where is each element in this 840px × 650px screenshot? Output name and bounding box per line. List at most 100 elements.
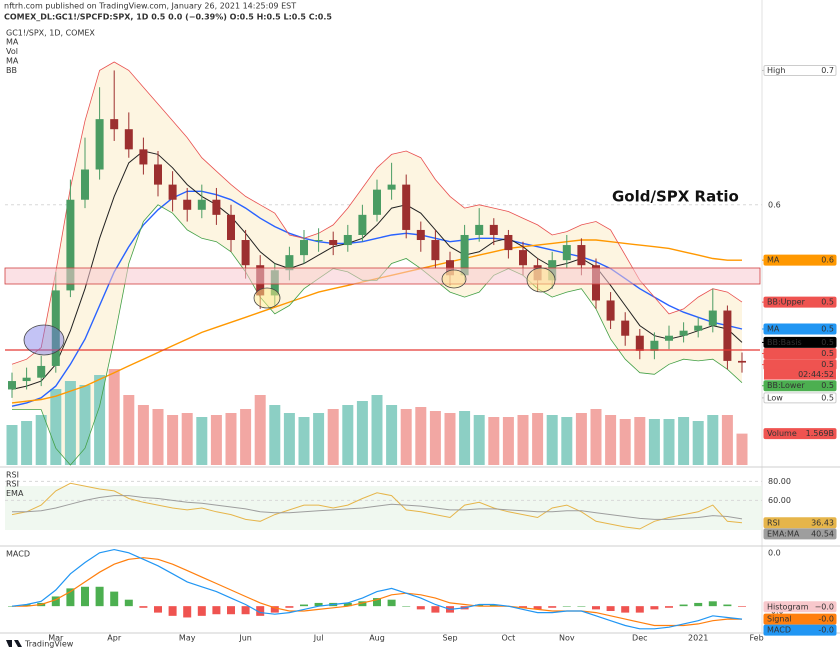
candle-body	[621, 320, 630, 336]
band-fill	[12, 62, 742, 465]
histogram-bar	[738, 606, 746, 607]
volume-bar	[240, 409, 252, 465]
tag-value: 0.5	[821, 349, 834, 358]
candle-body	[154, 164, 162, 185]
candle-body	[606, 300, 615, 321]
price-tag	[763, 348, 837, 360]
candle-body	[650, 340, 659, 351]
histogram-bar	[22, 604, 31, 607]
tag-name: MACD	[767, 626, 791, 635]
candle-body	[314, 240, 323, 242]
histogram-bar	[51, 596, 60, 607]
x-tick-label: Jun	[238, 634, 252, 643]
volume-bar	[444, 413, 456, 465]
histogram-bar	[227, 606, 235, 615]
histogram-bar	[635, 606, 644, 613]
tag-value: -0.0	[818, 615, 834, 624]
candle-body	[679, 330, 688, 336]
tag-value: 40.54	[811, 529, 834, 538]
rsi-band	[5, 486, 762, 530]
histogram-bar	[679, 604, 688, 607]
logo	[6, 640, 22, 647]
price-tag	[763, 428, 837, 440]
volume-bar	[634, 417, 646, 465]
volume-bar	[648, 419, 660, 465]
volume-bar	[590, 409, 602, 465]
x-tick-label: Feb	[750, 634, 764, 643]
histogram-bar	[606, 606, 615, 611]
histogram-bar	[285, 606, 294, 608]
histogram-bar	[110, 591, 119, 607]
histogram-bar	[621, 606, 630, 613]
volume-bar	[619, 419, 631, 465]
volume-bar	[342, 405, 354, 465]
tag-name: EMA:MA	[767, 529, 800, 538]
histogram-bar	[723, 604, 732, 607]
tag-value: 1.569B	[806, 429, 834, 438]
legend-entry: Vol	[6, 47, 18, 56]
volume-bar	[546, 415, 558, 465]
volume-bar	[269, 405, 281, 465]
candle-body	[212, 199, 221, 215]
tag-name: Low	[767, 393, 783, 402]
tag-name: RSI	[767, 518, 780, 527]
volume-bar	[108, 369, 120, 465]
tag-name: MA	[767, 256, 780, 265]
x-tick-label: 2021	[688, 634, 708, 643]
tag-value: -0.0	[818, 626, 834, 635]
candle-body	[37, 365, 46, 378]
volume-bar	[167, 415, 179, 465]
candle-body	[343, 234, 352, 246]
candle-body	[183, 199, 192, 210]
volume-bar	[532, 413, 544, 465]
volume-bar	[123, 395, 135, 465]
header-symbol: COMEX_DL:GC1!/SPCFD:SPX, 1D 0.5 0.0 (−0.…	[4, 13, 332, 22]
histogram-bar	[431, 606, 440, 613]
volume-bar	[327, 409, 339, 465]
histogram-bar	[694, 602, 703, 607]
volume-bar	[429, 411, 441, 465]
panel-title: RSI	[6, 471, 19, 480]
candle-body	[635, 335, 644, 351]
tag-name: MA	[767, 325, 780, 334]
candle-body	[416, 229, 425, 241]
series-line	[12, 495, 743, 520]
candle-body	[81, 169, 89, 200]
histogram-bar	[577, 606, 586, 607]
histogram-bar	[373, 598, 381, 607]
volume-bar	[181, 413, 193, 465]
legend-entry: RSI	[6, 480, 19, 489]
series-line	[11, 150, 743, 390]
tag-value: 0.5	[821, 298, 834, 307]
x-tick-label: Dec	[632, 634, 647, 643]
histogram-bar	[183, 606, 192, 618]
histogram-bar	[592, 606, 600, 610]
candle-body	[665, 335, 673, 341]
volume-bar	[196, 417, 208, 465]
volume-bar	[225, 413, 237, 465]
candle-body	[168, 184, 177, 200]
volume-bar	[415, 407, 427, 465]
resistance-zone	[4, 267, 761, 285]
legend-entry: EMA	[6, 489, 24, 498]
candle-body	[22, 377, 31, 382]
histogram-bar	[124, 599, 133, 607]
volume-bar	[575, 413, 587, 465]
candle-body	[329, 240, 338, 246]
histogram-bar	[562, 606, 571, 607]
series-line	[11, 482, 743, 530]
histogram-bar	[387, 599, 396, 607]
price-tag	[763, 254, 837, 266]
x-tick-label: Apr	[107, 634, 122, 643]
volume-bar	[488, 417, 500, 465]
price-tag	[763, 528, 837, 540]
histogram-bar	[533, 606, 542, 610]
volume-bar	[473, 415, 485, 465]
candle-body	[562, 245, 571, 261]
tag-value: 0.5	[821, 381, 834, 390]
histogram-bar	[519, 606, 527, 608]
tag-name: BB:Basis	[767, 338, 802, 347]
histogram-bar	[665, 606, 673, 608]
candle-body	[373, 189, 381, 215]
